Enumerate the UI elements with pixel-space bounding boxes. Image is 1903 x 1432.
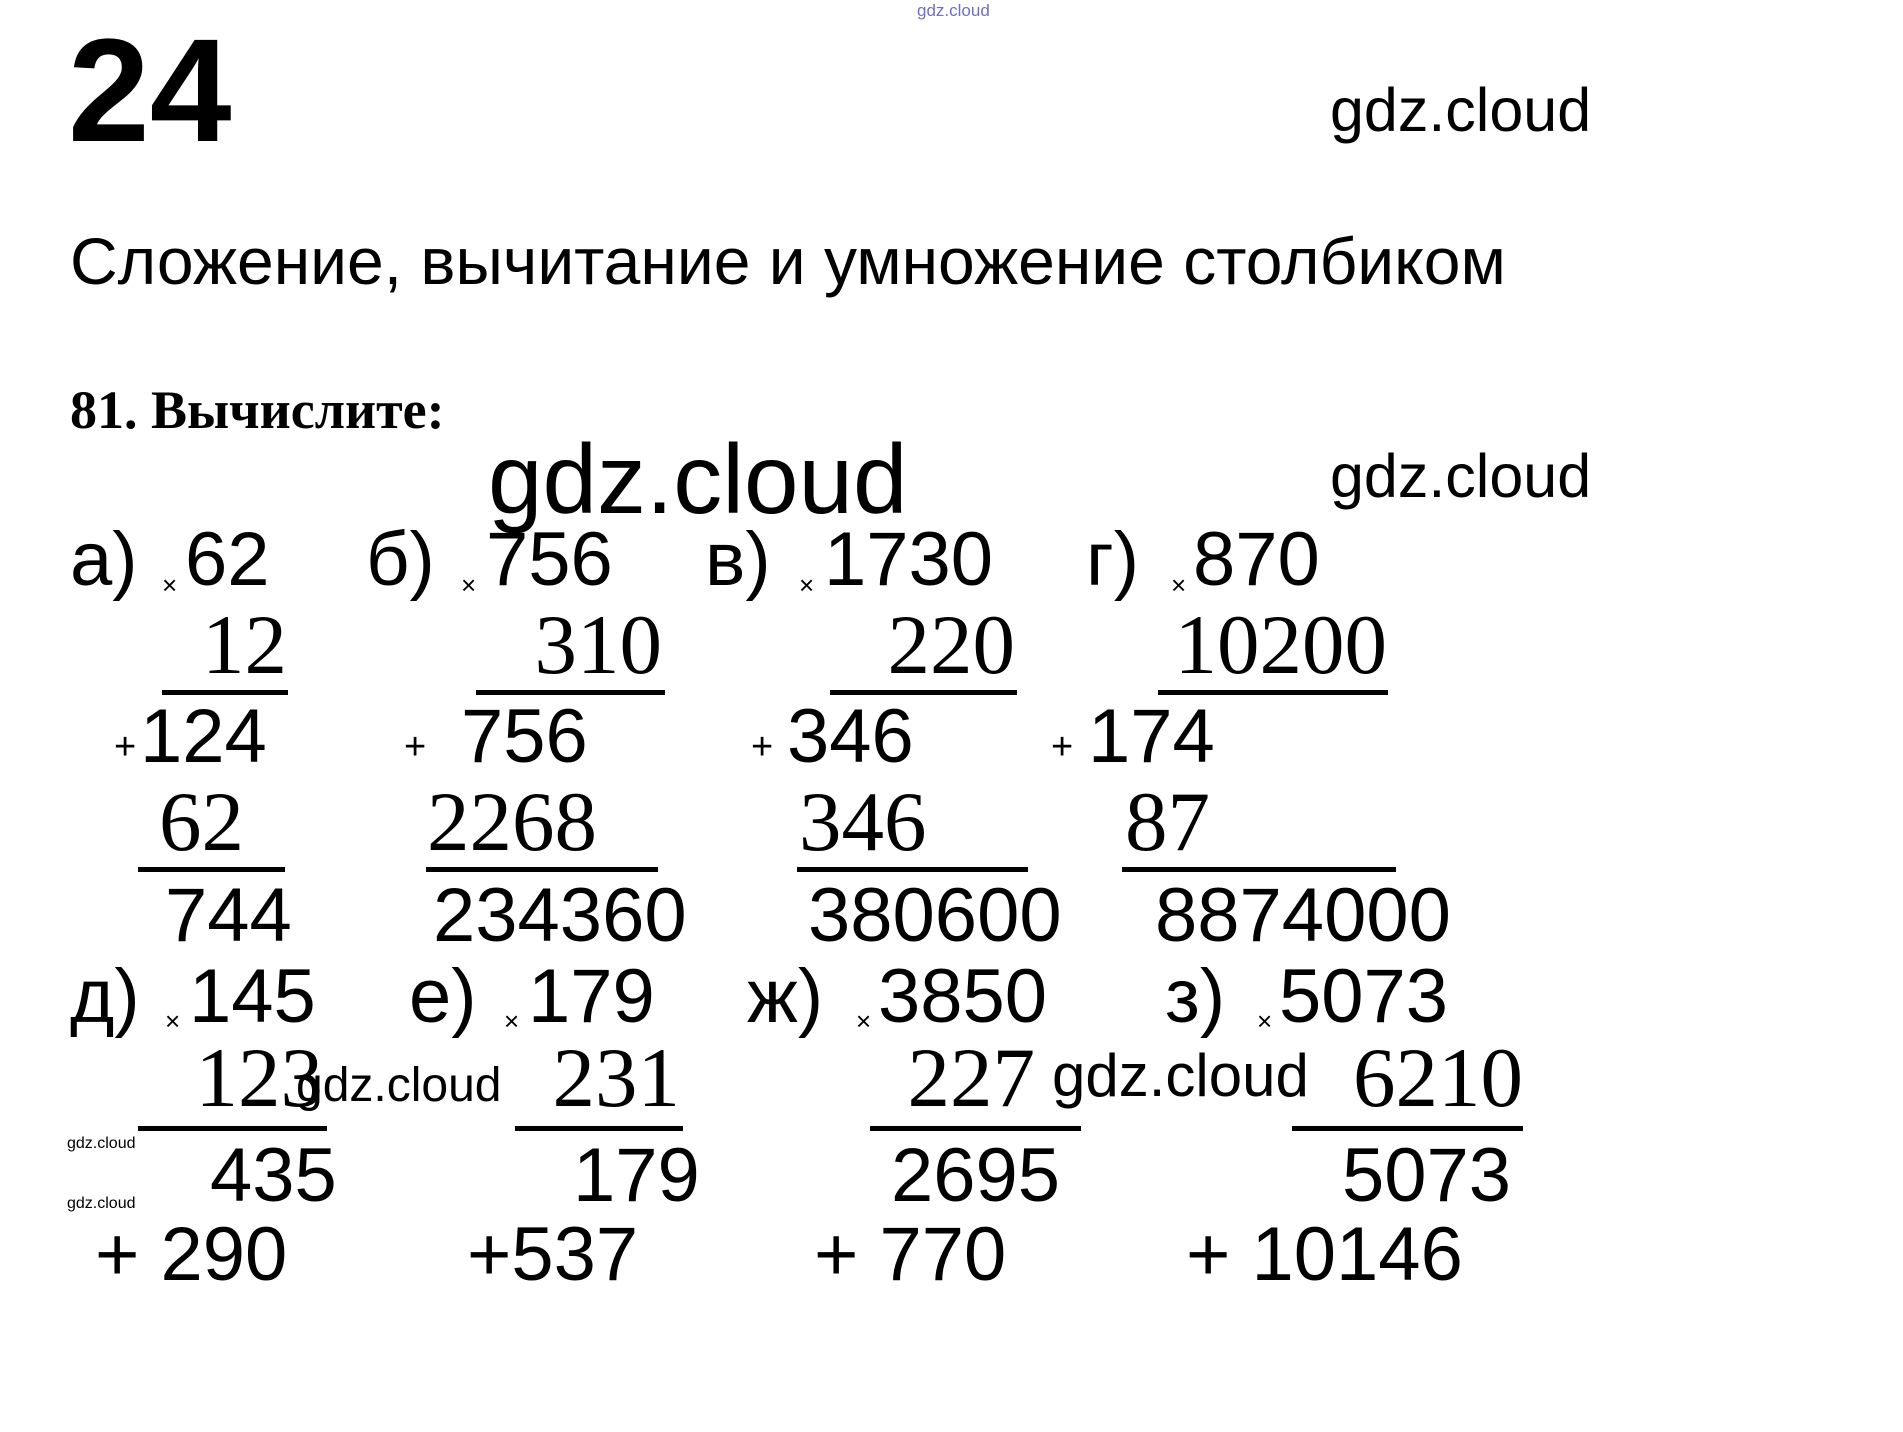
underline: [1292, 1126, 1523, 1131]
times-sign: ×: [856, 1006, 872, 1036]
underline: [1122, 867, 1396, 872]
partial-2: + 770: [814, 1212, 1007, 1297]
underline: [515, 1126, 683, 1131]
underline: [870, 1126, 1081, 1131]
factor-b: 220: [887, 598, 1016, 692]
topic-title: Сложение, вычитание и умножение столбико…: [70, 224, 1506, 298]
factor-b: 310: [534, 598, 663, 692]
underline: [830, 690, 1017, 695]
times-sign: ×: [799, 570, 815, 600]
factor-b: 12: [202, 598, 287, 692]
watermark-e: gdz.cloud: [296, 1059, 502, 1112]
watermark-text: gdz.cloud: [917, 1, 990, 20]
plus-sign: +: [751, 726, 774, 768]
underline: [1158, 690, 1388, 695]
plus-sign: +: [404, 726, 427, 768]
factor-a: 145: [189, 954, 316, 1039]
factor-a: 1730: [824, 517, 994, 602]
result: 8874000: [1155, 873, 1451, 958]
factor-b: 227: [907, 1031, 1036, 1125]
factor-b: 10200: [1174, 598, 1388, 692]
result: 234360: [433, 873, 687, 958]
partial-1: 124: [140, 694, 267, 779]
plus-sign: +: [114, 726, 137, 768]
partial-1: 435: [210, 1133, 337, 1218]
factor-a: 62: [185, 517, 270, 602]
problem-label: б): [366, 517, 435, 602]
partial-1: 174: [1088, 694, 1215, 779]
problem-label: з): [1165, 954, 1226, 1039]
partial-2: + 10146: [1186, 1212, 1463, 1297]
factor-b: 231: [552, 1031, 681, 1125]
problem-label: г): [1086, 517, 1140, 602]
underline: [138, 1126, 327, 1131]
plus-sign: +: [1051, 726, 1074, 768]
problem-label: ж): [747, 954, 824, 1039]
underline: [138, 867, 285, 872]
underline: [426, 867, 658, 872]
page-number: 24: [68, 9, 232, 173]
watermark-right-1: gdz.cloud: [1330, 76, 1592, 144]
watermark-center: gdz.cloud: [488, 424, 908, 534]
watermark-small-2: gdz.cloud: [67, 1195, 136, 1212]
times-sign: ×: [165, 1006, 181, 1036]
problem-label: а): [70, 517, 138, 602]
partial-2: 62: [159, 775, 244, 869]
partial-1: 2695: [891, 1133, 1061, 1218]
factor-b: 123: [195, 1031, 324, 1125]
problem-label: в): [705, 517, 771, 602]
partial-1: 179: [573, 1133, 700, 1218]
underline: [476, 690, 665, 695]
factor-a: 756: [486, 517, 613, 602]
partial-1: 5073: [1342, 1133, 1512, 1218]
problem-label: е): [409, 954, 477, 1039]
times-sign: ×: [1257, 1006, 1273, 1036]
times-sign: ×: [461, 570, 477, 600]
partial-2: 87: [1125, 775, 1210, 869]
underline: [797, 867, 1028, 872]
partial-2: +537: [467, 1212, 639, 1297]
partial-2: + 290: [95, 1212, 288, 1297]
result: 380600: [808, 873, 1062, 958]
times-sign: ×: [1171, 570, 1187, 600]
result: 744: [165, 873, 292, 958]
problem-label: д): [70, 954, 140, 1039]
times-sign: ×: [162, 570, 178, 600]
watermark-right-2: gdz.cloud: [1330, 442, 1592, 510]
partial-2: 346: [799, 775, 927, 869]
watermark-top: gdz.cloud: [917, 2, 990, 19]
partial-1: 346: [787, 694, 914, 779]
factor-a: 870: [1193, 517, 1320, 602]
factor-b: 6210: [1353, 1031, 1523, 1125]
partial-2: 2268: [427, 775, 597, 869]
factor-a: 5073: [1279, 954, 1449, 1039]
watermark-z: gdz.cloud: [1052, 1042, 1309, 1109]
underline: [162, 690, 288, 695]
factor-a: 3850: [878, 954, 1048, 1039]
factor-a: 179: [528, 954, 655, 1039]
times-sign: ×: [504, 1006, 520, 1036]
partial-1: 756: [461, 694, 588, 779]
exercise-title: 81. Вычислите:: [70, 380, 445, 440]
watermark-small-1: gdz.cloud: [67, 1135, 136, 1152]
